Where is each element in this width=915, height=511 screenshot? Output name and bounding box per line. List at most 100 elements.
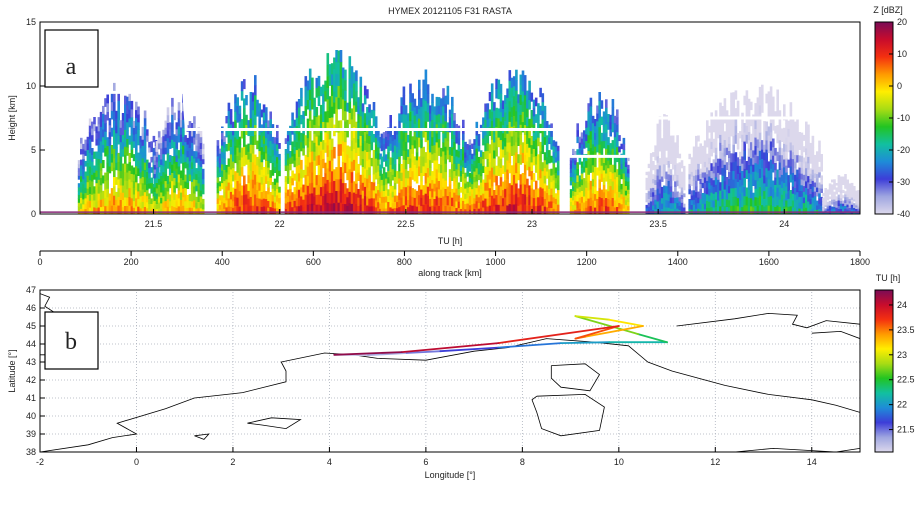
reflectivity-pixel xyxy=(293,146,297,154)
reflectivity-pixel xyxy=(297,205,301,214)
reflectivity-pixel xyxy=(413,156,417,165)
reflectivity-pixel xyxy=(802,134,806,141)
reflectivity-pixel xyxy=(732,187,735,197)
reflectivity-pixel xyxy=(225,193,228,201)
reflectivity-pixel xyxy=(728,185,731,194)
reflectivity-pixel xyxy=(811,169,815,176)
reflectivity-pixel xyxy=(818,172,821,178)
reflectivity-pixel xyxy=(313,142,316,152)
reflectivity-pixel xyxy=(774,177,777,185)
reflectivity-pixel xyxy=(728,199,731,208)
reflectivity-pixel xyxy=(267,153,270,161)
reflectivity-pixel xyxy=(77,194,81,199)
reflectivity-pixel xyxy=(95,126,98,134)
reflectivity-pixel xyxy=(254,194,257,205)
reflectivity-pixel xyxy=(446,195,450,206)
reflectivity-pixel xyxy=(622,202,626,209)
reflectivity-pixel xyxy=(153,182,157,188)
reflectivity-pixel xyxy=(422,118,425,128)
reflectivity-pixel xyxy=(113,139,116,149)
reflectivity-pixel xyxy=(374,137,378,145)
reflectivity-pixel xyxy=(488,161,492,171)
reflectivity-pixel xyxy=(701,203,705,210)
reflectivity-pixel xyxy=(798,161,801,168)
reflectivity-pixel xyxy=(534,97,538,107)
reflectivity-pixel xyxy=(690,195,694,201)
reflectivity-pixel xyxy=(488,109,492,119)
reflectivity-pixel xyxy=(517,188,520,198)
reflectivity-pixel xyxy=(135,198,138,207)
reflectivity-pixel xyxy=(787,159,790,168)
reflectivity-pixel xyxy=(616,169,619,178)
reflectivity-pixel xyxy=(234,196,237,206)
reflectivity-pixel xyxy=(400,139,403,148)
reflectivity-pixel xyxy=(699,183,702,190)
reflectivity-pixel xyxy=(391,197,395,204)
reflectivity-pixel xyxy=(730,162,733,172)
reflectivity-pixel xyxy=(652,200,655,206)
reflectivity-pixel xyxy=(366,160,369,170)
reflectivity-pixel xyxy=(234,205,237,214)
reflectivity-pixel xyxy=(761,149,764,159)
reflectivity-pixel xyxy=(747,164,751,174)
reflectivity-pixel xyxy=(284,149,288,155)
reflectivity-pixel xyxy=(256,197,259,207)
reflectivity-pixel xyxy=(293,200,297,208)
reflectivity-pixel xyxy=(121,170,125,179)
reflectivity-pixel xyxy=(291,112,294,121)
reflectivity-pixel xyxy=(97,124,101,132)
reflectivity-pixel xyxy=(607,206,610,214)
reflectivity-pixel xyxy=(763,183,766,192)
reflectivity-pixel xyxy=(468,139,472,146)
reflectivity-pixel xyxy=(324,80,327,92)
reflectivity-pixel xyxy=(482,151,485,160)
reflectivity-pixel xyxy=(297,181,301,190)
reflectivity-pixel xyxy=(115,132,118,141)
reflectivity-pixel xyxy=(794,187,797,195)
reflectivity-pixel xyxy=(267,187,270,195)
reflectivity-pixel xyxy=(609,143,612,151)
reflectivity-pixel xyxy=(243,127,246,138)
reflectivity-pixel xyxy=(442,205,445,214)
reflectivity-pixel xyxy=(435,133,439,143)
reflectivity-pixel xyxy=(243,194,246,205)
reflectivity-pixel xyxy=(656,201,660,208)
reflectivity-pixel xyxy=(552,151,556,158)
reflectivity-pixel xyxy=(647,194,651,199)
reflectivity-pixel xyxy=(674,148,677,154)
reflectivity-pixel xyxy=(743,95,746,106)
reflectivity-pixel xyxy=(319,86,323,97)
reflectivity-pixel xyxy=(346,128,349,138)
reflectivity-pixel xyxy=(91,134,94,142)
reflectivity-pixel xyxy=(818,182,821,189)
reflectivity-pixel xyxy=(624,195,628,201)
reflectivity-pixel xyxy=(404,114,408,124)
reflectivity-pixel xyxy=(426,158,430,169)
reflectivity-pixel xyxy=(745,169,749,179)
reflectivity-pixel xyxy=(236,105,239,115)
reflectivity-pixel xyxy=(238,198,242,207)
reflectivity-pixel xyxy=(736,165,740,174)
reflectivity-pixel xyxy=(578,175,582,182)
reflectivity-pixel xyxy=(162,129,165,137)
reflectivity-pixel xyxy=(493,118,496,127)
reflectivity-pixel xyxy=(229,109,233,117)
reflectivity-pixel xyxy=(113,92,116,103)
reflectivity-pixel xyxy=(317,115,321,126)
reflectivity-pixel xyxy=(260,191,264,200)
reflectivity-pixel xyxy=(355,132,358,143)
reflectivity-pixel xyxy=(218,167,222,173)
reflectivity-pixel xyxy=(82,153,85,160)
reflectivity-pixel xyxy=(168,161,172,169)
reflectivity-pixel xyxy=(728,157,731,165)
reflectivity-pixel xyxy=(787,206,790,214)
reflectivity-pixel xyxy=(348,101,352,113)
reflectivity-pixel xyxy=(415,129,419,138)
reflectivity-pixel xyxy=(135,206,138,214)
reflectivity-pixel xyxy=(459,186,463,193)
reflectivity-pixel xyxy=(734,178,738,188)
reflectivity-pixel xyxy=(769,86,773,96)
colorbar-b-tick-label: 22.5 xyxy=(897,375,915,385)
reflectivity-pixel xyxy=(589,147,593,157)
reflectivity-pixel xyxy=(265,107,268,116)
